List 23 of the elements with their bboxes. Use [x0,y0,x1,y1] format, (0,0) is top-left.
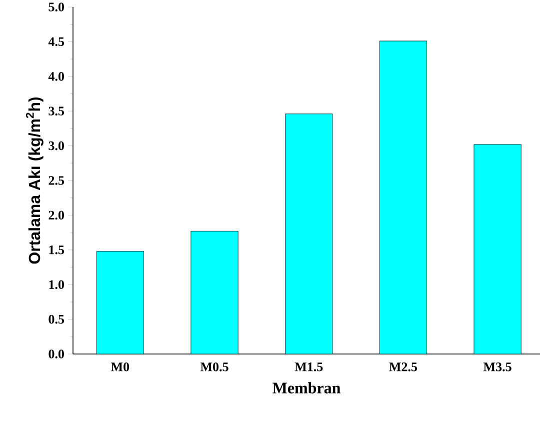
y-tick-label: 0.5 [48,314,64,324]
y-axis-title: Ortalama Akı (kg/m$^{2}$h) [26,97,44,264]
y-tick-label: 4.5 [48,37,64,46]
x-tick-label: M0 [111,362,130,372]
x-tick-label: M2.5 [389,362,417,372]
bar [379,40,427,354]
y-tick-label: 1.5 [49,246,64,254]
y-tick-label: 3.0 [48,141,64,150]
x-axis-title: Membran [272,382,340,394]
y-tick-label: 2.0 [48,210,64,220]
bar [96,251,144,354]
y-tick-label: 0.0 [48,350,64,358]
y-tick-label: 5.0 [48,2,64,12]
bar [285,114,333,354]
bar [474,144,522,354]
x-tick-label: M1.5 [294,362,323,372]
y-tick-label: 2.5 [48,176,64,185]
y-tick-label: 1.0 [49,280,64,290]
y-tick-label: 4.0 [48,72,64,81]
x-tick-label: M3.5 [484,362,512,372]
y-tick-label: 3.5 [48,106,64,116]
x-tick-label: M0.5 [200,362,228,372]
bar [190,230,238,354]
